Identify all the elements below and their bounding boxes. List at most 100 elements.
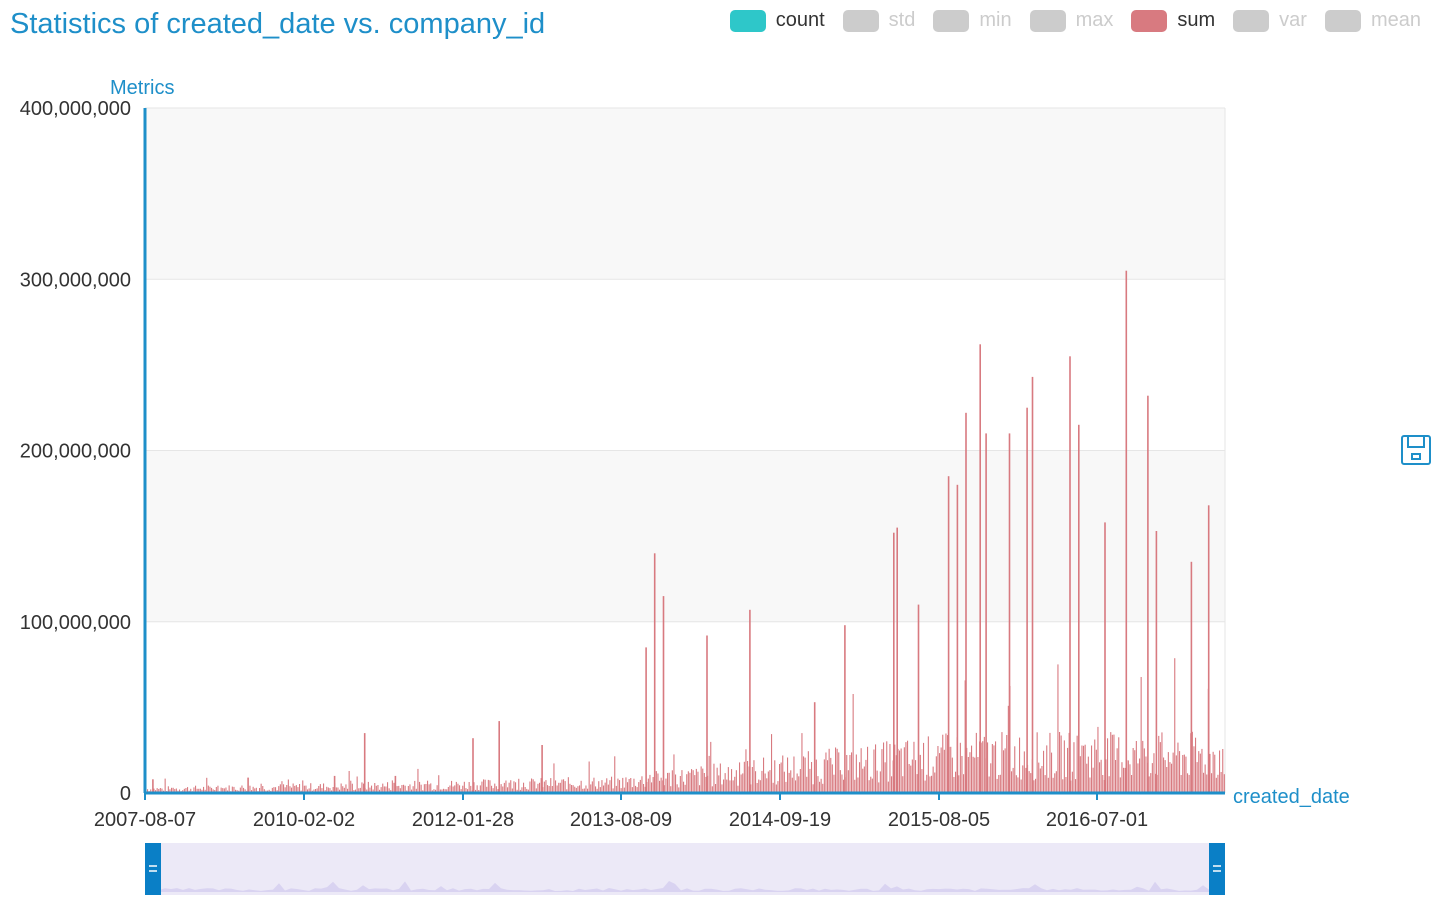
sum-bar [964,680,966,793]
sum-bar [775,784,777,793]
sum-bar [900,748,902,793]
sum-bar [1062,779,1064,793]
sum-bar [612,788,614,793]
sum-bar [572,785,574,793]
sum-bar [294,785,296,793]
sum-bar [147,789,149,793]
y-tick-label: 200,000,000 [20,441,131,463]
sum-bar [1223,774,1225,793]
sum-bar [867,746,869,793]
sum-bar [174,789,176,793]
sum-bar [855,754,857,793]
legend-item-mean[interactable]: mean [1324,9,1421,32]
sum-bar [313,789,315,793]
sum-bar [1091,745,1093,793]
sum-bar [1065,777,1067,793]
sum-bar [297,787,299,793]
legend-item-min[interactable]: min [933,9,1012,32]
sum-bar [1014,746,1016,793]
sum-bar [1159,742,1161,793]
sum-bar [524,787,526,793]
sum-bar [1075,779,1077,793]
sum-bar [859,762,861,793]
legend-label-sum: sum [1177,9,1216,31]
sum-bar [963,774,965,793]
sum-bar [531,778,533,793]
sum-bar [921,769,923,793]
sum-bar [401,785,403,793]
sum-bar [769,770,771,793]
sum-bar [1158,735,1160,793]
sum-bar [1089,777,1091,793]
sum-bar [1215,777,1217,793]
sum-bar [934,772,936,793]
zoom-handle-left[interactable] [145,843,161,895]
legend-item-std[interactable]: std [842,9,915,32]
sum-bar [447,787,449,793]
legend-item-max[interactable]: max [1029,9,1113,32]
sum-bar [495,786,497,793]
sum-bar [355,789,357,793]
zoom-handle-right[interactable] [1209,843,1225,895]
sum-bar [727,767,729,793]
sum-bar [558,782,560,793]
x-tick-label: 2010-02-02 [253,809,355,831]
sum-bar [275,787,277,793]
sum-bar [699,785,701,793]
save-as-image-button[interactable] [1400,434,1432,466]
sum-bar [318,786,320,793]
sum-bar [785,781,787,793]
sum-bar [465,788,467,793]
sum-bar [601,780,603,793]
legend-item-sum[interactable]: sum [1131,9,1215,32]
sum-bar [1179,751,1181,793]
legend-item-count[interactable]: count [729,9,825,32]
sum-bar [305,785,307,793]
sum-bar [1073,742,1075,793]
sum-bar [1174,658,1176,793]
sum-bar-peak [1078,424,1080,793]
sum-bar [723,779,725,793]
sum-bar [598,781,600,793]
x-tick-label: 2016-07-01 [1046,809,1148,831]
sum-bar [833,774,835,793]
sum-bar [919,754,921,793]
sum-bar [283,784,285,793]
legend-swatch-var [1233,9,1270,32]
sum-bar [747,761,749,793]
sum-bar [1219,750,1221,793]
data-zoom[interactable] [145,843,1225,895]
sum-bar [460,789,462,793]
sum-bar [574,786,576,793]
zoom-track[interactable] [145,843,1225,895]
sum-bar [419,781,421,793]
sum-bar [332,787,334,793]
sum-bar [686,774,688,793]
sum-bar [451,780,453,793]
sum-bar [798,776,800,793]
sum-bar [1153,753,1155,793]
sum-bar [339,789,341,793]
sum-bar [175,788,177,793]
sum-bar [1142,740,1144,793]
sum-bar [711,786,713,793]
sum-bar-peak [653,553,656,794]
sum-bar [943,749,945,793]
sum-bar-peak [844,625,846,793]
sum-bar [1022,765,1024,793]
sum-bar [484,779,486,793]
sum-bar [481,781,483,793]
sum-bar [383,786,385,793]
sum-bar [606,778,608,793]
sum-bar [1171,763,1173,793]
axes: 0 100,000,000 200,000,000 300,000,000 400,00… [20,98,1225,831]
legend-swatch-min [933,9,970,32]
sum-bar [967,757,969,793]
sum-bar [486,786,488,793]
sum-bar [310,783,312,793]
sum-bar [515,782,517,793]
sum-bar-peak [1008,433,1011,793]
y-axis-name: Metrics [110,77,174,99]
sum-bar [820,778,822,793]
legend-item-var[interactable]: var [1233,9,1307,32]
